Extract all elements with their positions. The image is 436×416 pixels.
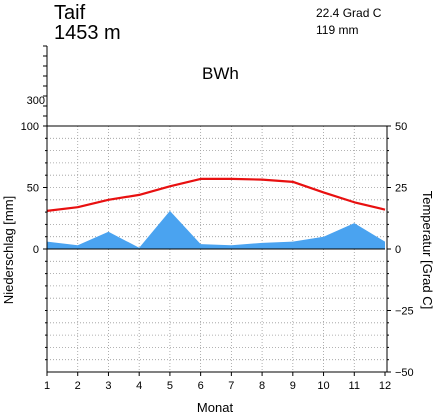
- x-axis-label: Monat: [197, 400, 234, 415]
- right-axis-tick-label: 50: [395, 121, 407, 133]
- climate-classification: BWh: [202, 64, 239, 83]
- x-axis-tick-label: 3: [105, 380, 111, 392]
- precipitation-series: [46, 210, 386, 249]
- upper-axis-tick-label: 300: [27, 95, 45, 107]
- mean-temperature: 22.4 Grad C: [316, 6, 382, 20]
- x-axis-tick-label: 9: [290, 380, 296, 392]
- right-axis-label: Temperatur [Grad C]: [420, 191, 435, 310]
- axes: [43, 45, 391, 376]
- station-name: Taif: [54, 2, 86, 24]
- temperature-series: [46, 177, 386, 212]
- left-axis-tick-label: 50: [27, 183, 39, 195]
- x-axis-tick-label: 8: [259, 380, 265, 392]
- x-axis-tick-label: 5: [167, 380, 173, 392]
- right-axis-tick-label: 25: [395, 183, 407, 195]
- left-axis-label: Niederschlag [mm]: [1, 196, 16, 304]
- left-axis-tick-label: 100: [21, 121, 39, 133]
- x-axis-tick-label: 1: [44, 380, 50, 392]
- annual-precipitation: 119 mm: [316, 23, 358, 37]
- x-axis-tick-label: 12: [379, 380, 391, 392]
- precipitation-area: [47, 210, 385, 249]
- left-axis-tick-label: 0: [33, 244, 39, 256]
- x-axis-tick-label: 4: [136, 380, 142, 392]
- temperature-line: [46, 177, 386, 212]
- station-elevation: 1453 m: [54, 22, 121, 44]
- x-axis-tick-label: 7: [228, 380, 234, 392]
- x-axis-tick-label: 10: [317, 380, 329, 392]
- x-axis-tick-label: 6: [198, 380, 204, 392]
- right-axis-tick-label: 0: [395, 244, 401, 256]
- x-axis-tick-label: 2: [75, 380, 81, 392]
- right-axis-tick-label: −50: [395, 367, 414, 379]
- right-axis-tick-label: −25: [395, 306, 414, 318]
- x-axis-tick-label: 11: [349, 380, 360, 392]
